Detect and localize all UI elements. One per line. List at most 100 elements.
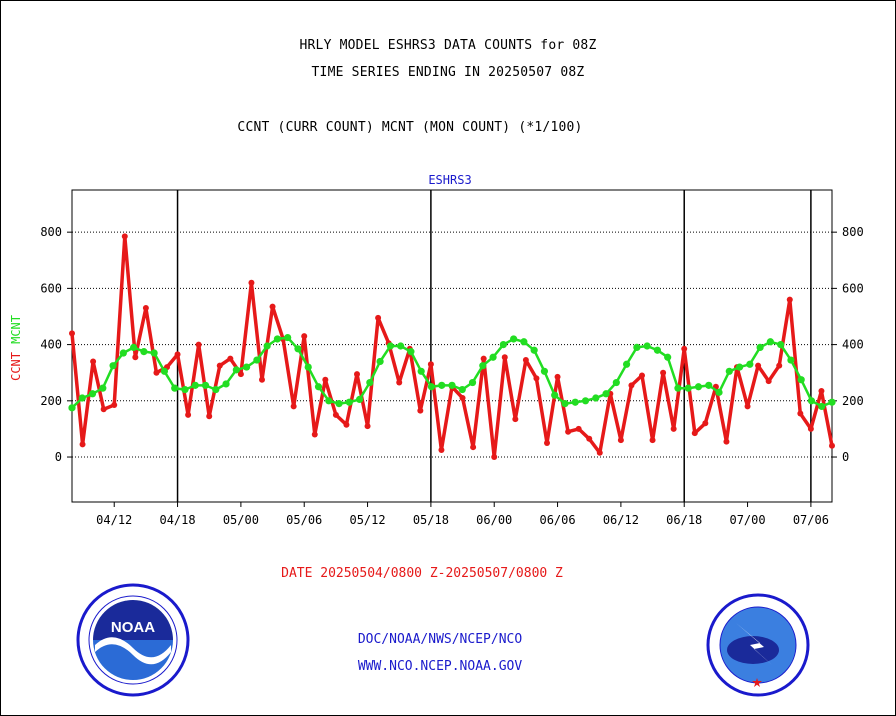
- point-ccnt: [396, 379, 403, 386]
- point-ccnt: [459, 395, 466, 401]
- point-mcnt: [725, 367, 733, 375]
- point-ccnt: [195, 341, 202, 348]
- point-mcnt: [242, 363, 251, 371]
- x-tick-label: 05/00: [223, 513, 259, 527]
- point-mcnt: [160, 367, 169, 375]
- point-mcnt: [191, 381, 199, 389]
- point-mcnt: [140, 348, 148, 356]
- point-ccnt: [259, 376, 265, 383]
- point-mcnt: [551, 391, 559, 399]
- x-tick-label: 06/18: [666, 513, 702, 527]
- point-ccnt: [755, 362, 762, 369]
- point-mcnt: [438, 381, 446, 389]
- point-ccnt: [586, 435, 593, 442]
- point-ccnt: [174, 351, 181, 358]
- point-ccnt: [90, 358, 97, 365]
- series-line-ccnt: [70, 234, 834, 459]
- point-mcnt: [561, 400, 569, 408]
- point-ccnt: [311, 431, 318, 438]
- point-mcnt: [766, 338, 774, 346]
- point-mcnt: [694, 383, 703, 391]
- point-mcnt: [325, 397, 333, 405]
- point-mcnt: [756, 343, 764, 352]
- footer-org-link[interactable]: DOC/NOAA/NWS/NCEP/NCO: [357, 632, 523, 647]
- point-ccnt: [332, 411, 339, 418]
- point-mcnt: [304, 363, 312, 371]
- point-ccnt: [269, 303, 276, 310]
- point-ccnt: [649, 437, 656, 444]
- point-mcnt: [222, 380, 230, 388]
- point-ccnt: [628, 382, 635, 389]
- axis-layer: 0 0 200 200 400 400 600 600 800 800 04/12 04/18 05/0…: [40, 189, 864, 527]
- point-ccnt: [565, 428, 572, 435]
- point-mcnt: [807, 397, 816, 405]
- point-ccnt: [501, 354, 508, 361]
- point-mcnt: [602, 390, 610, 398]
- point-ccnt: [375, 314, 382, 321]
- point-mcnt: [540, 367, 549, 375]
- point-mcnt: [530, 346, 538, 354]
- point-ccnt: [807, 425, 814, 432]
- point-mcnt: [735, 363, 744, 371]
- point-ccnt: [354, 371, 360, 378]
- point-mcnt: [201, 381, 210, 389]
- footer-website-link[interactable]: WWW.NCO.NCEP.NOAA.GOV: [357, 659, 523, 674]
- point-mcnt: [787, 356, 795, 364]
- point-mcnt: [273, 335, 282, 343]
- point-mcnt: [376, 357, 384, 366]
- point-ccnt: [776, 362, 783, 369]
- y-tick-label-left: 0: [55, 450, 62, 464]
- point-mcnt: [777, 340, 785, 349]
- point-mcnt: [397, 342, 405, 350]
- point-ccnt: [132, 354, 139, 361]
- point-mcnt: [68, 404, 76, 412]
- point-mcnt: [828, 398, 836, 406]
- point-ccnt: [681, 345, 688, 352]
- point-mcnt: [633, 343, 641, 352]
- point-ccnt: [691, 430, 698, 437]
- point-ccnt: [765, 378, 772, 385]
- point-ccnt: [786, 296, 793, 303]
- x-tick-label: 06/00: [476, 513, 512, 527]
- x-tick-label: 04/12: [96, 513, 132, 527]
- point-ccnt: [470, 444, 477, 451]
- point-mcnt: [335, 400, 343, 408]
- grid-layer: [72, 190, 832, 502]
- panel-label: ESHRS3: [428, 173, 472, 187]
- date-range: DATE 20250504/0800 Z-20250507/0800 Z: [281, 566, 563, 581]
- point-ccnt: [829, 442, 835, 449]
- point-ccnt: [544, 439, 550, 446]
- point-mcnt: [355, 395, 364, 404]
- y-tick-label-left: 800: [40, 225, 62, 239]
- point-ccnt: [480, 355, 487, 362]
- point-mcnt: [746, 360, 754, 368]
- point-mcnt: [407, 348, 415, 356]
- point-ccnt: [227, 355, 234, 362]
- point-mcnt: [119, 349, 127, 357]
- point-ccnt: [818, 387, 825, 394]
- point-mcnt: [510, 335, 518, 343]
- point-mcnt: [458, 385, 466, 394]
- point-mcnt: [78, 394, 86, 402]
- point-mcnt: [171, 384, 179, 392]
- x-tick-label: 05/06: [286, 513, 322, 527]
- point-mcnt: [489, 353, 497, 361]
- x-tick-label: 05/12: [349, 513, 385, 527]
- x-tick-label: 04/18: [159, 513, 195, 527]
- point-mcnt: [263, 342, 271, 350]
- point-mcnt: [417, 367, 425, 375]
- point-ccnt: [744, 403, 751, 410]
- point-mcnt: [520, 338, 528, 346]
- point-ccnt: [322, 376, 329, 383]
- point-ccnt: [100, 406, 107, 413]
- point-mcnt: [181, 385, 189, 394]
- point-mcnt: [386, 342, 394, 350]
- point-mcnt: [643, 342, 651, 350]
- point-mcnt: [479, 362, 487, 370]
- y-tick-label-right: 400: [842, 338, 864, 352]
- point-ccnt: [554, 373, 561, 380]
- point-mcnt: [468, 378, 477, 387]
- point-ccnt: [69, 330, 75, 337]
- point-mcnt: [653, 346, 662, 354]
- point-ccnt: [617, 437, 624, 444]
